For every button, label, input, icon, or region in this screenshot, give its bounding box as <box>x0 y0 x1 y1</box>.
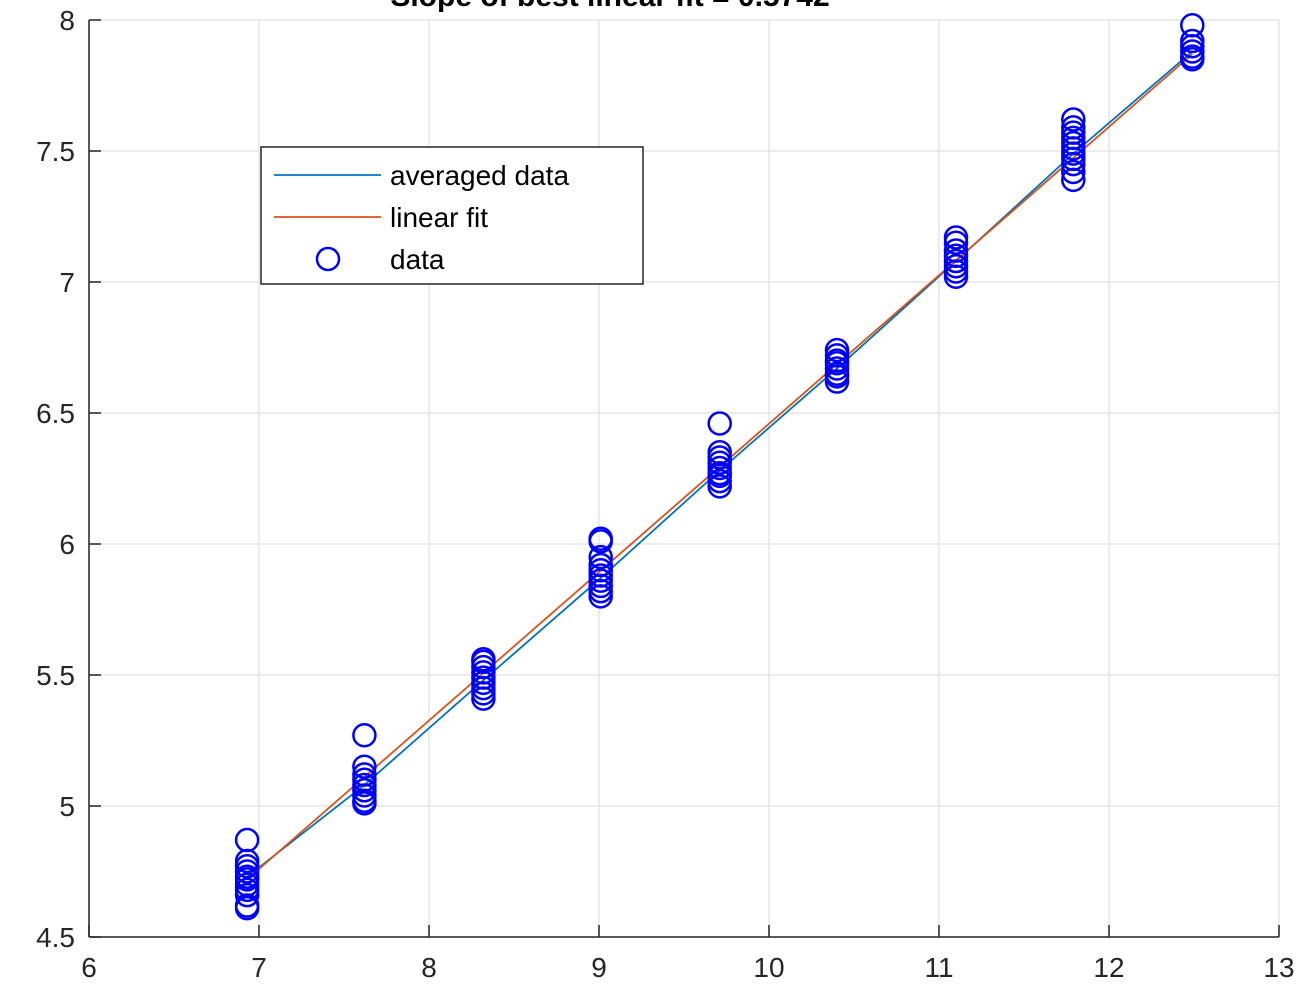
y-tick-label: 5 <box>59 791 75 822</box>
legend-label-0: averaged data <box>390 160 569 191</box>
data-point <box>234 895 260 921</box>
y-tick-label: 6 <box>59 529 75 560</box>
legend-label-1: linear fit <box>390 202 488 233</box>
data-point <box>588 544 613 570</box>
y-tick-label: 4.5 <box>36 922 75 953</box>
x-tick-label: 7 <box>251 952 267 983</box>
x-tick-label: 12 <box>1093 952 1124 983</box>
y-tick-label: 8 <box>59 5 75 36</box>
legend-swatch-2 <box>315 246 341 272</box>
data-point <box>943 238 969 263</box>
legend: averaged data linear fit data <box>260 146 644 285</box>
data-point <box>1180 28 1205 54</box>
x-tick-label: 13 <box>1263 952 1294 983</box>
y-tick-label: 6.5 <box>36 398 75 429</box>
data-point <box>943 225 969 250</box>
ticks: 6 7 8 9 10 11 12 13 4.5 5 5.5 6 6.5 7 7.5 8 <box>36 5 1295 983</box>
data-point <box>588 526 613 552</box>
x-tick-label: 11 <box>924 952 953 983</box>
data-point <box>1061 115 1086 140</box>
axes <box>88 20 1279 938</box>
data-point <box>588 552 613 578</box>
data-point <box>234 827 260 853</box>
data-point <box>471 647 496 672</box>
data-point <box>1061 107 1086 132</box>
x-tick-label: 6 <box>81 952 97 983</box>
x-tick-label: 8 <box>421 952 437 983</box>
x-tick-label: 9 <box>591 952 607 983</box>
data-point <box>707 411 732 436</box>
y-tick-label: 7.5 <box>36 136 75 167</box>
chart-title: Slope of best linear fit = 0.5742 <box>390 0 829 13</box>
data-point <box>352 754 377 779</box>
series-points <box>234 12 1205 921</box>
data-point <box>1061 159 1086 185</box>
data-point <box>707 440 732 465</box>
data-point <box>1180 12 1205 38</box>
data-point <box>352 762 377 787</box>
y-tick-label: 7 <box>59 267 75 298</box>
legend-box <box>260 146 644 285</box>
y-tick-label: 5.5 <box>36 660 75 691</box>
legend-label-2: data <box>390 244 445 275</box>
data-point <box>824 337 850 363</box>
series-line-1 <box>246 53 1193 881</box>
data-point <box>352 723 377 748</box>
x-tick-label: 10 <box>753 952 784 983</box>
